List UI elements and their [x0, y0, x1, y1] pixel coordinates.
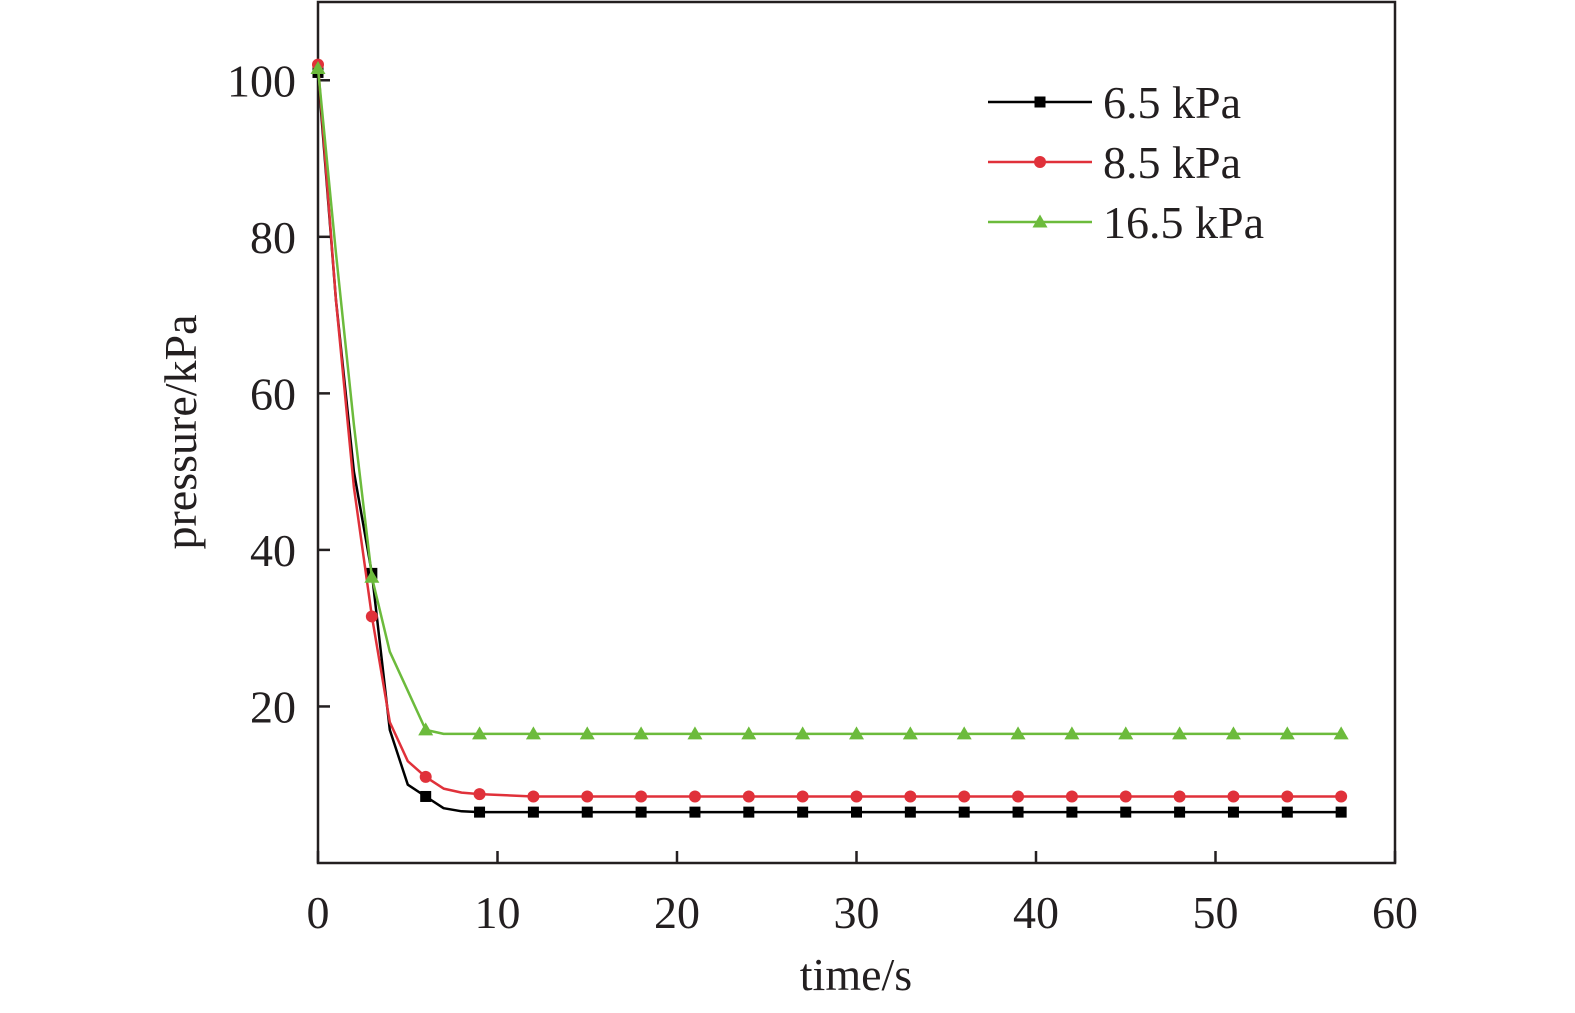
- data-point: [635, 790, 648, 803]
- x-tick-label: 40: [1013, 887, 1059, 938]
- data-point: [527, 790, 540, 803]
- data-point: [1335, 806, 1347, 818]
- data-point: [1227, 806, 1239, 818]
- data-point: [1065, 790, 1078, 803]
- data-point: [743, 806, 755, 818]
- data-point: [797, 806, 809, 818]
- data-point: [1012, 806, 1024, 818]
- data-point: [1335, 790, 1348, 803]
- x-tick-label: 10: [475, 887, 521, 938]
- x-tick-label: 60: [1372, 887, 1418, 938]
- data-point: [1174, 806, 1186, 818]
- series-line: [316, 64, 1342, 798]
- series-16-5-kpa: [310, 61, 1349, 740]
- data-point: [527, 806, 539, 818]
- legend-swatch-marker: [1032, 214, 1048, 228]
- data-point: [1010, 726, 1026, 740]
- series-layer: [310, 58, 1349, 818]
- data-point: [958, 790, 971, 803]
- data-point: [1281, 790, 1294, 803]
- legend-item: 16.5 kPa: [988, 197, 1264, 248]
- data-point: [635, 806, 647, 818]
- y-tick-label: 60: [250, 368, 296, 419]
- legend-item: 6.5 kPa: [988, 77, 1241, 128]
- data-point: [741, 726, 757, 740]
- data-point: [688, 790, 701, 803]
- data-point: [579, 726, 595, 740]
- data-point: [310, 61, 326, 75]
- data-point: [1173, 790, 1186, 803]
- y-tick-label: 20: [250, 681, 296, 732]
- data-point: [473, 788, 486, 801]
- data-point: [1333, 726, 1349, 740]
- data-point: [1227, 790, 1240, 803]
- data-point: [581, 806, 593, 818]
- data-point: [689, 806, 701, 818]
- data-point: [902, 726, 918, 740]
- data-point: [796, 790, 809, 803]
- data-point: [633, 726, 649, 740]
- data-point: [904, 806, 916, 818]
- legend-swatch-marker: [1034, 156, 1046, 168]
- data-point: [419, 770, 432, 783]
- data-point: [742, 790, 755, 803]
- series-8-5-kpa: [312, 58, 1348, 803]
- legend-item: 8.5 kPa: [988, 137, 1241, 188]
- data-point: [849, 726, 864, 740]
- x-tick-label: 20: [654, 887, 700, 938]
- data-point: [418, 722, 434, 736]
- data-point: [525, 726, 541, 740]
- data-point: [956, 726, 972, 740]
- y-axis: 20 40 60 80 100: [227, 55, 330, 732]
- data-point: [795, 726, 811, 740]
- data-point: [1118, 726, 1134, 740]
- data-point: [850, 790, 863, 803]
- legend-swatch-marker: [1034, 96, 1046, 108]
- data-point: [420, 790, 432, 802]
- data-point: [581, 790, 594, 803]
- data-point: [1279, 726, 1295, 740]
- x-axis: 0 10 20 30 40 50 60: [307, 851, 1418, 938]
- data-point: [472, 726, 488, 740]
- x-tick-label: 0: [307, 887, 330, 938]
- data-point: [1120, 806, 1132, 818]
- data-point: [687, 726, 703, 740]
- series-line: [316, 68, 1342, 736]
- data-point: [1225, 726, 1241, 740]
- data-point: [1281, 806, 1293, 818]
- data-point: [364, 569, 380, 583]
- data-point: [958, 806, 970, 818]
- x-tick-label: 50: [1193, 887, 1239, 938]
- legend: 6.5 kPa 8.5 kPa 16.5 kPa: [988, 77, 1264, 248]
- y-axis-title: pressure/kPa: [155, 314, 206, 549]
- data-point: [1172, 726, 1188, 740]
- legend-label: 8.5 kPa: [1103, 137, 1241, 188]
- data-point: [1012, 790, 1025, 803]
- y-tick-label: 100: [227, 55, 296, 106]
- data-point: [1119, 790, 1132, 803]
- data-point: [904, 790, 917, 803]
- data-point: [851, 806, 862, 818]
- data-point: [1066, 806, 1078, 818]
- data-point: [1064, 726, 1080, 740]
- data-point: [474, 806, 486, 818]
- legend-label: 16.5 kPa: [1103, 197, 1264, 248]
- y-tick-label: 40: [250, 525, 296, 576]
- y-tick-label: 80: [250, 212, 296, 263]
- x-axis-title: time/s: [800, 949, 912, 1000]
- x-tick-label: 30: [834, 887, 880, 938]
- legend-label: 6.5 kPa: [1103, 77, 1241, 128]
- data-point: [365, 610, 378, 623]
